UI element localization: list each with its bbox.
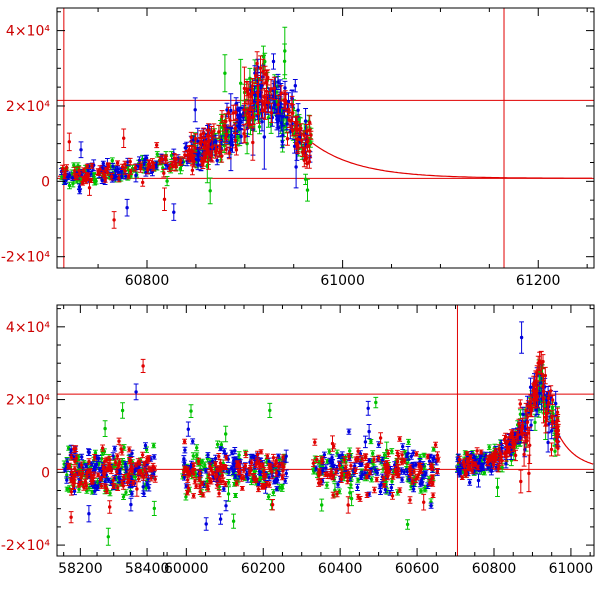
x-tick-label: 60800 [125, 273, 170, 289]
series-band-r-points [60, 51, 314, 229]
y-tick-label: 0 [41, 465, 50, 481]
x-tick-label: 61000 [320, 273, 365, 289]
axis-ticks [57, 8, 594, 268]
axes-frame [56, 7, 595, 269]
axis-ticks [57, 305, 594, 556]
axes-frame [56, 304, 595, 557]
reference-lines [57, 8, 594, 268]
x-tick-label: 60200 [241, 561, 286, 577]
x-tick-label: 60600 [395, 561, 440, 577]
x-tick-label: 58400 [125, 561, 170, 577]
x-tick-label: 58200 [58, 561, 103, 577]
axis-tick-labels: 60800 61000 61200 -2×10⁴ 0 2×10⁴ 4×10⁴ [1, 24, 561, 289]
series-band-b-errorbars [62, 321, 561, 531]
y-tick-label: -2×10⁴ [1, 538, 51, 554]
series-band-r-points [65, 350, 561, 524]
x-tick-label: 60000 [164, 561, 209, 577]
x-tick-label: 61000 [549, 561, 594, 577]
series-band-b-points [62, 321, 561, 531]
x-tick-label: 60400 [318, 561, 363, 577]
y-tick-label: 4×10⁴ [6, 24, 50, 40]
x-tick-label: 61200 [516, 273, 561, 289]
y-tick-label: -2×10⁴ [1, 250, 51, 266]
y-tick-label: 2×10⁴ [6, 99, 50, 115]
y-tick-label: 4×10⁴ [6, 320, 50, 336]
top-panel: 60800 61000 61200 -2×10⁴ 0 2×10⁴ 4×10⁴ [1, 7, 595, 289]
y-tick-label: 2×10⁴ [6, 393, 50, 409]
y-tick-label: 0 [41, 174, 50, 190]
x-tick-label: 60800 [472, 561, 517, 577]
